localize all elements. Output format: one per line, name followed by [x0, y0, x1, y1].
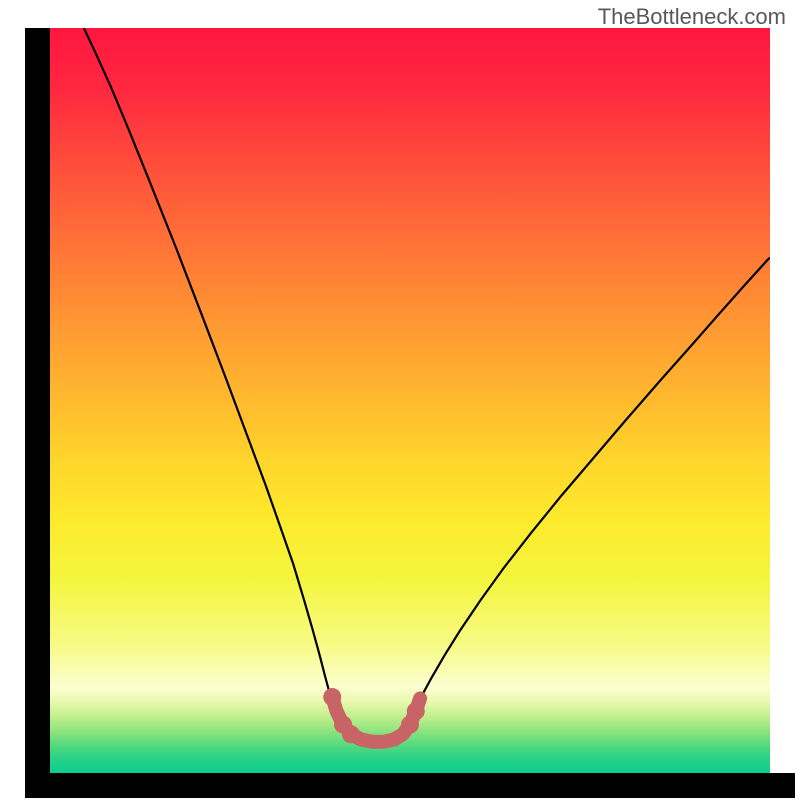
frame-left: [25, 28, 50, 798]
frame-bottom: [25, 773, 795, 798]
chart-container: TheBottleneck.com: [0, 0, 800, 800]
valley-dot: [323, 688, 341, 706]
watermark-text: TheBottleneck.com: [598, 4, 786, 30]
gradient-background: [50, 28, 770, 773]
plot-area: [50, 28, 770, 773]
plot-svg: [50, 28, 770, 773]
valley-dot: [342, 725, 360, 743]
valley-dot: [407, 702, 425, 720]
